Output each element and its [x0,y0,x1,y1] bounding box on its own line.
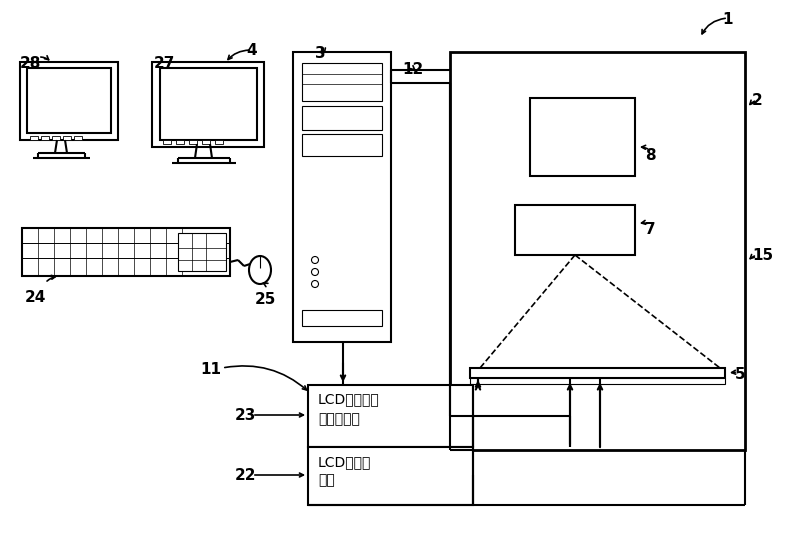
Text: 28: 28 [20,56,42,71]
Text: 电源: 电源 [318,473,334,487]
Text: 25: 25 [255,292,276,307]
Bar [178,233,226,271]
Text: 3: 3 [315,46,326,61]
Bar [52,136,60,140]
Text: 4: 4 [246,43,257,58]
Bar [470,378,725,384]
Bar [152,62,264,147]
Bar [22,228,230,276]
Bar [27,68,111,133]
Text: 1: 1 [722,12,733,27]
Bar [74,136,82,140]
Bar [308,385,473,447]
Bar [293,52,391,342]
Text: 11: 11 [200,362,221,377]
Text: 7: 7 [645,222,656,237]
Circle shape [311,281,318,287]
Text: 5: 5 [735,367,746,382]
Bar [530,98,635,176]
Text: LCD面板驱动: LCD面板驱动 [318,392,380,406]
Bar [515,205,635,255]
Bar [20,62,118,140]
Bar [202,140,210,144]
Text: 8: 8 [645,148,656,163]
Text: 22: 22 [235,468,257,483]
Text: 12: 12 [402,62,423,77]
Bar [163,140,171,144]
Bar [63,136,71,140]
Bar [30,136,38,140]
Text: 23: 23 [235,408,256,423]
Text: 15: 15 [752,248,773,263]
Text: LCD面板用: LCD面板用 [318,455,371,469]
Circle shape [311,257,318,263]
Bar [470,368,725,378]
Bar [160,68,257,140]
Circle shape [311,268,318,276]
Bar [41,136,49,140]
Ellipse shape [249,256,271,284]
Text: 2: 2 [752,93,762,108]
Bar [450,52,745,450]
Bar [215,140,223,144]
Bar [308,447,473,505]
Bar [302,310,382,326]
Bar [302,134,382,156]
Text: 信号发生器: 信号发生器 [318,412,360,426]
Bar [176,140,184,144]
Bar [302,106,382,130]
Text: 27: 27 [154,56,175,71]
Text: 24: 24 [25,290,46,305]
Bar [302,63,382,101]
Bar [189,140,197,144]
